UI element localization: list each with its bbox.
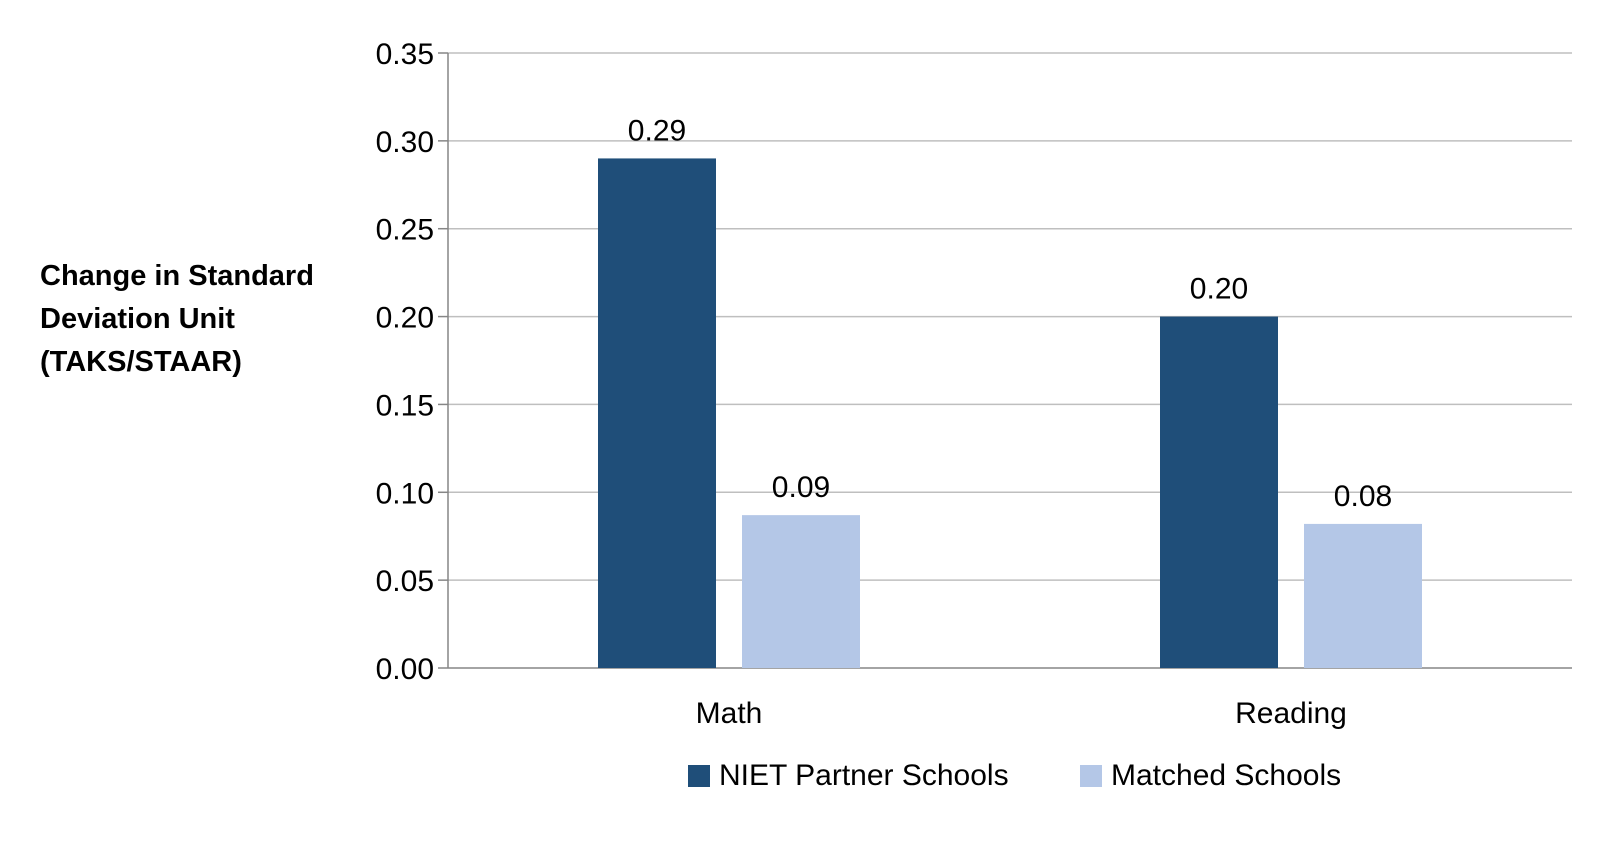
legend-item-matched-schools: Matched Schools <box>1080 754 1341 798</box>
data-label: 0.09 <box>772 471 830 504</box>
legend-swatch-niet-partner-schools <box>688 765 710 787</box>
y-axis-title-line-2: Deviation Unit <box>40 303 235 335</box>
x-tick-label: Reading <box>1235 697 1347 730</box>
y-tick-label: 0.20 <box>376 302 434 335</box>
bar-niet-partner-schools-math <box>598 158 716 668</box>
x-tick-label: Math <box>696 697 763 730</box>
data-label: 0.08 <box>1334 480 1392 513</box>
y-tick-label: 0.00 <box>376 653 434 686</box>
y-tick-label: 0.10 <box>376 477 434 510</box>
legend-item-niet-partner-schools: NIET Partner Schools <box>688 754 1009 798</box>
y-tick-label: 0.30 <box>376 126 434 159</box>
legend: NIET Partner Schools Matched Schools <box>0 754 1602 798</box>
legend-label-niet-partner-schools: NIET Partner Schools <box>719 759 1009 792</box>
legend-swatch-matched-schools <box>1080 765 1102 787</box>
bar-matched-schools-math <box>742 515 860 668</box>
y-axis-title: Change in Standard Deviation Unit (TAKS/… <box>40 255 370 384</box>
y-tick-label: 0.05 <box>376 565 434 598</box>
y-tick-label: 0.15 <box>376 389 434 422</box>
bar-niet-partner-schools-reading <box>1160 316 1278 668</box>
y-axis-title-line-3: (TAKS/STAAR) <box>40 346 242 378</box>
data-label: 0.29 <box>628 114 686 147</box>
y-tick-label: 0.25 <box>376 214 434 247</box>
data-label: 0.20 <box>1190 273 1248 306</box>
legend-label-matched-schools: Matched Schools <box>1111 759 1342 792</box>
y-tick-label: 0.35 <box>376 38 434 71</box>
y-axis-title-line-1: Change in Standard <box>40 260 314 292</box>
bar-matched-schools-reading <box>1304 523 1422 668</box>
